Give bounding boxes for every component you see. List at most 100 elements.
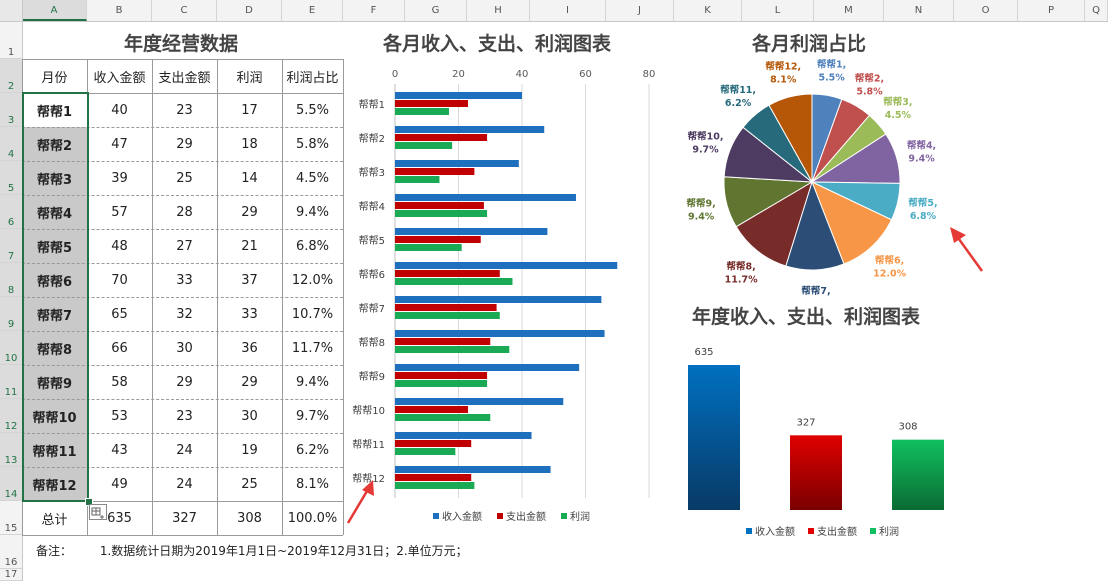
table-cell[interactable]: 9.4% (282, 365, 343, 399)
row-header-3[interactable]: 3 (0, 93, 22, 127)
table-cell[interactable]: 48 (87, 229, 152, 263)
table-cell[interactable]: 32 (152, 297, 217, 331)
hbar-bar[interactable] (395, 108, 449, 115)
table-cell[interactable]: 9.7% (282, 399, 343, 433)
table-cell[interactable]: 29 (217, 195, 282, 229)
hbar-bar[interactable] (395, 176, 440, 183)
table-cell[interactable]: 10.7% (282, 297, 343, 331)
table-cell[interactable]: 6.8% (282, 229, 343, 263)
annual-total-bar-chart[interactable]: 635 327 308 收入金额 支出金额 利润 (668, 335, 968, 550)
month-cell[interactable]: 帮帮3 (22, 161, 87, 195)
table-cell[interactable]: 36 (217, 331, 282, 365)
table-cell[interactable]: 37 (217, 263, 282, 297)
table-cell[interactable]: 30 (217, 399, 282, 433)
hbar-bar[interactable] (395, 338, 491, 345)
column-header-I[interactable]: I (530, 0, 606, 21)
table-cell[interactable]: 11.7% (282, 331, 343, 365)
table-cell[interactable]: 18 (217, 127, 282, 161)
month-cell[interactable]: 帮帮1 (22, 93, 87, 127)
table-header-cell[interactable]: 利润 (217, 59, 282, 93)
month-cell[interactable]: 帮帮7 (22, 297, 87, 331)
table-cell[interactable]: 21 (217, 229, 282, 263)
row-header-14[interactable]: 14 (0, 467, 22, 501)
table-cell[interactable]: 29 (217, 365, 282, 399)
month-cell[interactable]: 帮帮10 (22, 399, 87, 433)
hbar-bar[interactable] (395, 262, 618, 269)
column-header-C[interactable]: C (152, 0, 217, 21)
table-cell[interactable]: 39 (87, 161, 152, 195)
month-cell[interactable]: 帮帮8 (22, 331, 87, 365)
table-cell[interactable]: 14 (217, 161, 282, 195)
column-header-M[interactable]: M (814, 0, 884, 21)
month-cell[interactable]: 帮帮4 (22, 195, 87, 229)
row-header-6[interactable]: 6 (0, 195, 22, 229)
table-cell[interactable]: 27 (152, 229, 217, 263)
table-cell[interactable]: 12.0% (282, 263, 343, 297)
hbar-bar[interactable] (395, 142, 453, 149)
hbar-bar[interactable] (395, 296, 602, 303)
row-header-8[interactable]: 8 (0, 263, 22, 297)
column-header-A[interactable]: A (22, 0, 87, 21)
table-cell[interactable]: 30 (152, 331, 217, 365)
hbar-bar[interactable] (395, 398, 564, 405)
hbar-bar[interactable] (395, 160, 519, 167)
table-cell[interactable]: 6.2% (282, 433, 343, 467)
table-cell[interactable]: 5.5% (282, 93, 343, 127)
total-cell[interactable]: 327 (152, 501, 217, 535)
hbar-bar[interactable] (395, 482, 475, 489)
table-cell[interactable]: 28 (152, 195, 217, 229)
income-expense-profit-hbar-chart[interactable]: 0 20 40 60 80 帮帮1 帮帮2 帮帮3 帮帮4 帮帮5 帮帮6 帮帮7 帮帮8 帮帮9 帮帮10… (345, 60, 663, 535)
hbar-bar[interactable] (395, 466, 551, 473)
pie-slice[interactable] (811, 181, 893, 265)
hbar-bar[interactable] (395, 210, 488, 217)
table-cell[interactable]: 24 (152, 467, 217, 501)
column-header-B[interactable]: B (87, 0, 152, 21)
table-cell[interactable]: 29 (152, 365, 217, 399)
table-cell[interactable]: 43 (87, 433, 152, 467)
hbar-bar[interactable] (395, 236, 481, 243)
hbar-bar[interactable] (395, 100, 469, 107)
annual-bar[interactable] (688, 365, 740, 510)
total-cell[interactable]: 总计 (22, 501, 87, 535)
column-header-O[interactable]: O (954, 0, 1018, 21)
row-header-10[interactable]: 10 (0, 331, 22, 365)
month-cell[interactable]: 帮帮12 (22, 467, 87, 501)
table-cell[interactable]: 19 (217, 433, 282, 467)
month-cell[interactable]: 帮帮11 (22, 433, 87, 467)
table-cell[interactable]: 65 (87, 297, 152, 331)
column-header-P[interactable]: P (1018, 0, 1085, 21)
month-cell[interactable]: 帮帮9 (22, 365, 87, 399)
table-cell[interactable]: 24 (152, 433, 217, 467)
row-header-11[interactable]: 11 (0, 365, 22, 399)
column-header-J[interactable]: J (606, 0, 674, 21)
row-header-15[interactable]: 15 (0, 501, 22, 535)
hbar-bar[interactable] (395, 134, 488, 141)
hbar-bar[interactable] (395, 126, 545, 133)
table-cell[interactable]: 53 (87, 399, 152, 433)
hbar-bar[interactable] (395, 406, 469, 413)
total-cell[interactable]: 308 (217, 501, 282, 535)
hbar-bar[interactable] (395, 92, 522, 99)
row-header-17[interactable]: 17 (0, 569, 22, 581)
month-cell[interactable]: 帮帮5 (22, 229, 87, 263)
hbar-bar[interactable] (395, 380, 488, 387)
table-cell[interactable]: 5.8% (282, 127, 343, 161)
table-cell[interactable]: 25 (217, 467, 282, 501)
column-header-D[interactable]: D (217, 0, 282, 21)
row-header-7[interactable]: 7 (0, 229, 22, 263)
table-cell[interactable]: 25 (152, 161, 217, 195)
hbar-bar[interactable] (395, 448, 456, 455)
column-header-N[interactable]: N (884, 0, 954, 21)
month-cell[interactable]: 帮帮6 (22, 263, 87, 297)
row-header-16[interactable]: 16 (0, 535, 22, 569)
hbar-bar[interactable] (395, 278, 513, 285)
row-header-4[interactable]: 4 (0, 127, 22, 161)
table-cell[interactable]: 9.4% (282, 195, 343, 229)
table-cell[interactable]: 47 (87, 127, 152, 161)
hbar-bar[interactable] (395, 194, 576, 201)
hbar-bar[interactable] (395, 364, 580, 371)
hbar-bar[interactable] (395, 432, 532, 439)
table-cell[interactable]: 40 (87, 93, 152, 127)
hbar-bar[interactable] (395, 270, 500, 277)
column-header-Q[interactable]: Q (1085, 0, 1108, 21)
